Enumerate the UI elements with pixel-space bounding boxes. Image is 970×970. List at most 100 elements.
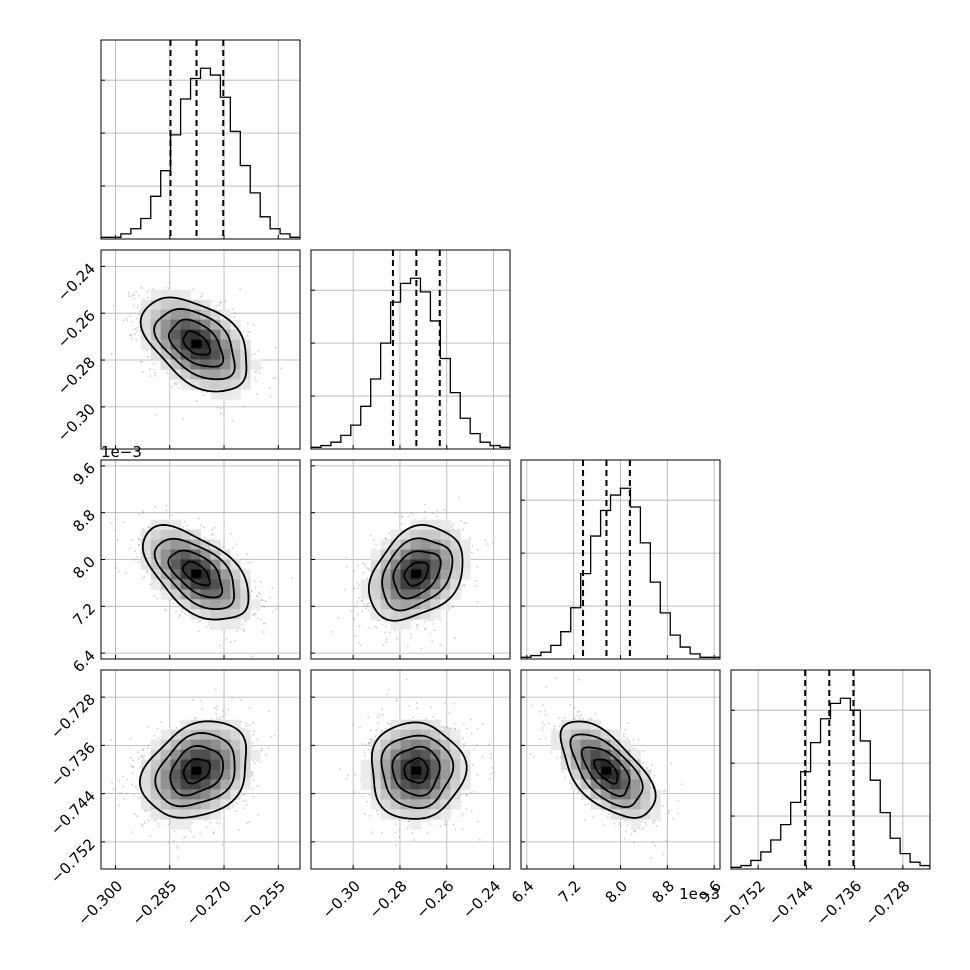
density-cell [180, 529, 191, 540]
scatter-panel-2-0 [100, 459, 301, 660]
scatter-point [154, 374, 157, 377]
scatter-point [143, 809, 146, 812]
scatter-point [231, 419, 234, 422]
scatter-point [127, 291, 130, 294]
scatter-panel-1-0 [100, 249, 301, 450]
scatter-point [463, 521, 466, 524]
scatter-point [436, 515, 438, 518]
scatter-point [135, 317, 138, 320]
density-cell [150, 559, 162, 570]
scatter-point [133, 297, 136, 300]
scatter-point [200, 292, 203, 295]
contour-level-3 [139, 296, 248, 393]
scatter-point [117, 804, 120, 807]
scatter-point [429, 632, 432, 635]
scatter-point [476, 548, 479, 551]
density-cell [200, 569, 211, 580]
scatter-point [114, 528, 117, 531]
scatter-point [140, 360, 143, 363]
density-cell [210, 349, 221, 360]
density-cell [400, 529, 411, 540]
scatter-point [212, 533, 215, 536]
density-cell [230, 599, 241, 610]
scatter-point [147, 526, 150, 529]
scatter-point [257, 609, 260, 612]
density-cell [240, 599, 251, 610]
density-cell [410, 589, 421, 600]
scatter-point [124, 572, 127, 574]
density-cell [220, 369, 231, 380]
scatter-point [358, 625, 361, 628]
scatter-point [330, 630, 333, 633]
density-cell [410, 539, 421, 550]
density-cell [220, 309, 231, 321]
density-cell [370, 599, 382, 610]
hist-panel-0 [100, 39, 301, 240]
scatter-point [269, 395, 272, 398]
scatter-point [254, 612, 257, 615]
y-tick-label: 9.6 [69, 459, 99, 489]
scatter-point [118, 779, 121, 782]
scatter-point [130, 295, 133, 298]
density-cell [210, 589, 221, 600]
scatter-point [409, 511, 412, 514]
scatter-point [252, 733, 254, 736]
scatter-point [128, 547, 131, 550]
scatter-point [247, 331, 250, 334]
scatter-point [133, 294, 136, 297]
density-cell [220, 319, 231, 330]
scatter-point [358, 584, 361, 587]
scatter-point [200, 296, 202, 298]
scatter-point [172, 839, 175, 842]
density-cell [420, 589, 431, 600]
density-cell [420, 539, 431, 550]
scatter-point [184, 835, 187, 838]
scatter-point [272, 377, 275, 380]
scatter-point [125, 792, 128, 795]
density-cell [250, 599, 261, 610]
scatter-point [450, 525, 453, 528]
scatter-point [259, 581, 262, 584]
scatter-point [133, 794, 136, 797]
scatter-point [420, 647, 423, 650]
density-cell [390, 539, 401, 550]
density-cell [160, 349, 172, 360]
scatter-point [356, 601, 359, 604]
scatter-point [134, 328, 136, 331]
scatter-point [149, 583, 152, 586]
scatter-point [260, 749, 263, 752]
scatter-point [343, 588, 346, 591]
scatter-point [264, 599, 267, 602]
scatter-point [134, 550, 136, 553]
density-cell [140, 329, 152, 340]
density-cell [200, 559, 211, 570]
scatter-point [128, 747, 131, 750]
scatter-point [359, 644, 362, 647]
contour-level-2 [153, 537, 235, 611]
density-cell [210, 579, 221, 590]
scatter-point [138, 310, 141, 313]
density-cell [450, 589, 461, 600]
scatter-point [167, 287, 170, 290]
scatter-point [356, 613, 359, 616]
density-cell [150, 309, 162, 321]
scatter-point [172, 602, 175, 605]
density-cell [230, 349, 241, 360]
scatter-point [416, 624, 419, 626]
density-cell [210, 319, 221, 330]
scatter-point [463, 583, 465, 586]
density-cell [210, 609, 221, 620]
density-cell [230, 379, 241, 390]
density-cell [200, 539, 211, 550]
scatter-point [233, 316, 235, 319]
scatter-point [181, 610, 184, 613]
y-tick-label: 8.8 [69, 506, 99, 536]
scatter-point [484, 539, 487, 542]
density-cell [450, 549, 461, 560]
scatter-point [406, 645, 409, 648]
density-cell [380, 609, 391, 620]
density-cell [200, 609, 211, 620]
density-cell [240, 379, 251, 390]
scatter-point [203, 526, 206, 529]
scatter-point [357, 641, 360, 644]
